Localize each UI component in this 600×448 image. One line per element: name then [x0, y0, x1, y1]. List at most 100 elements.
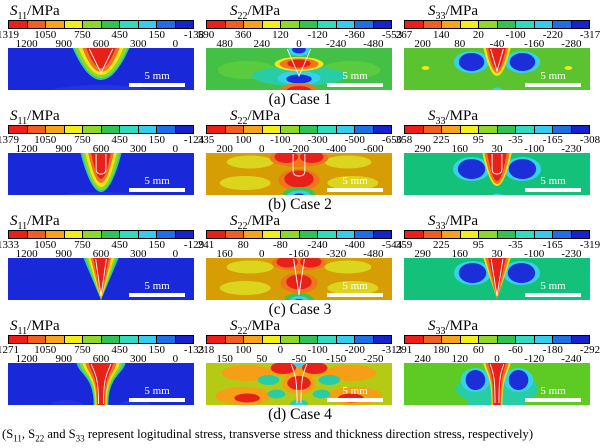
tick-label: 241 — [197, 239, 215, 251]
tick-label: 480 — [216, 37, 233, 50]
scale-bar-line — [129, 398, 185, 402]
colorbar — [206, 230, 392, 239]
stress-symbol: S — [428, 3, 436, 19]
panel-title: S22/MPa — [206, 213, 392, 232]
colorbar-segment — [553, 231, 572, 238]
stress-symbol: S — [230, 3, 238, 19]
tick-label: 600 — [92, 37, 110, 50]
colorbar-segment — [355, 126, 374, 133]
colorbar-segment — [244, 231, 263, 238]
colorbar-segment — [497, 231, 516, 238]
colorbar-segment — [120, 126, 139, 133]
colorbar-segment — [299, 21, 318, 28]
colorbar-segment — [281, 231, 300, 238]
colorbar-segment — [120, 21, 139, 28]
tick-label: -400 — [326, 142, 347, 155]
colorbar-segment — [262, 126, 281, 133]
tick-label: -100 — [307, 344, 328, 356]
panel-s33-case3: S33/MPa 359 290 225 160 95 30 -35 -100 -165 -230-… — [396, 213, 600, 300]
colorbar-segment — [64, 126, 83, 133]
colorbar-segment — [497, 336, 516, 343]
scale-bar-line — [525, 188, 581, 192]
colorbar-ticks: 218 150 100 50 0 -50 -100 -150 -200 -250 -313 — [198, 344, 402, 365]
stress-symbol: S — [428, 318, 436, 334]
tick-label: -40 — [489, 37, 505, 50]
colorbar-segment — [479, 231, 498, 238]
panel-title: S11/MPa — [8, 318, 194, 337]
case-label: (d) Case 4 — [268, 406, 332, 423]
tick-label: 60 — [472, 344, 484, 356]
colorbar-segment — [64, 21, 83, 28]
colorbar-segment — [46, 126, 65, 133]
tick-label: 80 — [454, 37, 466, 50]
tick-label: 1200 — [15, 352, 38, 365]
scale-bar-line — [129, 293, 185, 297]
colorbar-segment — [262, 21, 281, 28]
tick-label: 900 — [55, 352, 73, 365]
colorbar-segment — [299, 231, 318, 238]
stress-unit: /MPa — [247, 213, 281, 229]
tick-label: -220 — [542, 29, 563, 41]
tick-label: 160 — [216, 247, 233, 260]
colorbar-segment — [83, 231, 102, 238]
stress-subscript: 11 — [17, 116, 28, 127]
stress-unit: /MPa — [247, 108, 281, 124]
tick-label: 225 — [432, 134, 450, 146]
colorbar — [8, 20, 194, 29]
tick-label: -650 — [381, 134, 403, 146]
colorbar-segment — [336, 231, 355, 238]
scale-bar: 5 mm — [525, 176, 581, 192]
stress-subscript: 11 — [17, 221, 28, 232]
tick-label: -280 — [561, 37, 582, 50]
tick-label: 0 — [296, 37, 302, 50]
tick-label: -300 — [307, 134, 328, 146]
panel-group: S11/MPa 1333120010509007506004503001500-… — [0, 213, 600, 300]
tick-label: 750 — [74, 344, 91, 356]
colorbar-segment — [355, 336, 374, 343]
colorbar-segment — [27, 126, 46, 133]
panel-title: S22/MPa — [206, 108, 392, 127]
stress-unit: /MPa — [445, 318, 479, 334]
panel-s33-case4: S33/MPa 291 240 180 120 60 0 -60 -120 -180 -240 -2… — [396, 318, 600, 405]
colorbar-segment — [64, 336, 83, 343]
tick-label: -50 — [291, 352, 307, 365]
colorbar-segment — [207, 231, 226, 238]
panel-s11-case1: S11/MPa 131912001050900750600450300150 0-… — [0, 3, 204, 90]
colorbar-segment — [225, 21, 244, 28]
panel-title: S11/MPa — [8, 3, 194, 22]
tick-label: 1271 — [0, 344, 19, 356]
tick-label: 590 — [197, 29, 215, 41]
colorbar-segment — [336, 336, 355, 343]
colorbar-ticks: 335 200 100 0 -100 -200 -300 -400 -500 -600 -650 — [198, 134, 402, 155]
figure-caption: (S11, S22 and S33 represent logitudinal … — [0, 420, 600, 447]
scale-bar-line — [129, 83, 185, 87]
colorbar-segment — [373, 336, 391, 343]
colorbar-segment — [336, 21, 355, 28]
tick-label: -250 — [363, 352, 384, 365]
tick-label: 140 — [432, 29, 450, 41]
colorbar-segment — [336, 126, 355, 133]
tick-label: 80 — [237, 239, 249, 251]
colorbar-segment — [101, 126, 120, 133]
tick-label: 0 — [172, 37, 179, 50]
contour-plot: 5 mm — [206, 258, 392, 300]
colorbar-segment — [571, 231, 589, 238]
contour-plot: 5 mm — [404, 258, 590, 300]
colorbar-segment — [423, 336, 442, 343]
scale-bar: 5 mm — [525, 386, 581, 402]
colorbar-ticks: 590 480 360 240 120 0 -120 -240 -360 -480 -553 — [198, 29, 402, 50]
tick-label: 218 — [197, 344, 215, 356]
tick-label: 160 — [451, 142, 469, 155]
stress-symbol: S — [10, 108, 18, 124]
tick-label: -600 — [363, 142, 384, 155]
colorbar-segment — [405, 21, 424, 28]
scale-bar-line — [327, 188, 383, 192]
tick-label: 358 — [395, 134, 413, 146]
colorbar-ticks: 358 290 225 160 95 30 -35 -100 -165 -230 -308 — [396, 134, 600, 155]
case-rows: S11/MPa 1319120010509007506004503001500-… — [0, 3, 600, 423]
tick-label: -400 — [344, 239, 365, 251]
colorbar-segment — [9, 336, 28, 343]
colorbar-ticks: 133312001050900750600450300150 0 -129 — [0, 239, 204, 260]
tick-label: 600 — [92, 352, 110, 365]
tick-label: -230 — [561, 142, 582, 155]
